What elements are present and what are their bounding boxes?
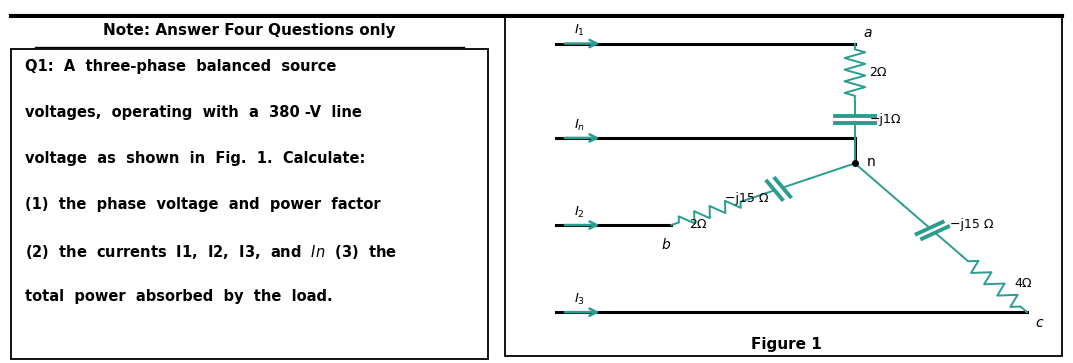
Text: voltage  as  shown  in  Fig.  1.  Calculate:: voltage as shown in Fig. 1. Calculate: xyxy=(25,151,366,166)
Text: a: a xyxy=(864,26,872,40)
Text: $I_2$: $I_2$ xyxy=(574,205,585,220)
Text: Note: Answer Four Questions only: Note: Answer Four Questions only xyxy=(103,23,396,38)
Text: Figure 1: Figure 1 xyxy=(751,337,821,352)
Text: (1)  the  phase  voltage  and  power  factor: (1) the phase voltage and power factor xyxy=(25,197,381,212)
Text: 4Ω: 4Ω xyxy=(1014,277,1032,290)
Text: total  power  absorbed  by  the  load.: total power absorbed by the load. xyxy=(25,289,333,305)
Text: $I_n$: $I_n$ xyxy=(574,118,585,133)
Text: −j15 Ω: −j15 Ω xyxy=(950,219,994,231)
Text: (2)  the  currents  I1,  I2,  I3,  and  $In$  (3)  the: (2) the currents I1, I2, I3, and $In$ (3… xyxy=(25,243,397,261)
Text: −j15 Ω: −j15 Ω xyxy=(725,192,768,204)
Text: 2Ω: 2Ω xyxy=(690,218,707,231)
Text: 2Ω: 2Ω xyxy=(869,66,886,79)
Text: −j1Ω: −j1Ω xyxy=(869,113,900,126)
Text: c: c xyxy=(1035,316,1043,330)
Text: $I_3$: $I_3$ xyxy=(574,292,585,307)
Text: voltages,  operating  with  a  380 -V  line: voltages, operating with a 380 -V line xyxy=(25,105,362,120)
Text: $I_1$: $I_1$ xyxy=(574,23,585,38)
Text: Q1:  A  three-phase  balanced  source: Q1: A three-phase balanced source xyxy=(25,59,337,74)
Text: n: n xyxy=(866,155,876,168)
Text: b: b xyxy=(661,238,670,252)
FancyBboxPatch shape xyxy=(11,49,488,359)
